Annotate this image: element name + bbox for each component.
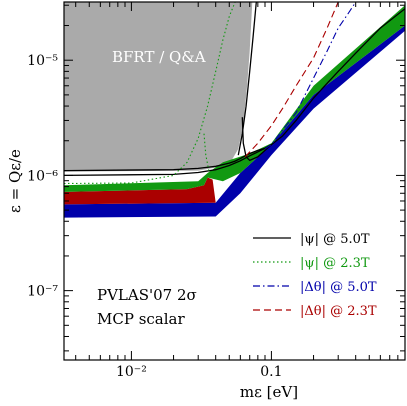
legend-label: |Δθ| @ 2.3T — [300, 304, 377, 319]
ticklabels-layer: 10⁻² 0.1 10⁻⁷ 10⁻⁶ 10⁻⁵ — [27, 53, 282, 380]
y-tick-label: 10⁻⁷ — [27, 284, 58, 300]
pvlas-label: PVLAS'07 2σ — [97, 286, 197, 304]
region-label: BFRT / Q&A — [112, 48, 206, 66]
series-line-3 — [241, 117, 272, 162]
legend-label: |ψ| @ 2.3T — [300, 256, 370, 271]
region-red-band — [64, 177, 216, 205]
y-axis-label: ε = Qε/e — [6, 149, 24, 213]
series-line-0 — [64, 8, 405, 172]
series-line-4 — [64, 2, 236, 185]
x-tick-label: 10⁻² — [116, 364, 147, 380]
regions-layer — [64, 2, 405, 218]
series-line-1 — [64, 144, 272, 177]
region-bfrt-q-a — [64, 2, 253, 172]
mcp-label: MCP scalar — [97, 310, 185, 328]
series-line-6 — [264, 2, 357, 150]
ticks-layer — [64, 2, 406, 360]
legend-label: |Δθ| @ 5.0T — [300, 280, 377, 295]
x-axis-label: mε [eV] — [240, 383, 298, 401]
y-tick-label: 10⁻⁶ — [27, 168, 58, 184]
legend: |ψ| @ 5.0T |ψ| @ 2.3T |Δθ| @ 5.0T |Δθ| @ 2.… — [253, 232, 377, 319]
series-line-2 — [237, 2, 257, 156]
x-tick-label: 0.1 — [260, 364, 282, 380]
legend-label: |ψ| @ 5.0T — [300, 232, 370, 247]
series-line-7 — [244, 2, 339, 158]
y-tick-label: 10⁻⁵ — [27, 53, 58, 69]
lines-layer — [64, 2, 405, 185]
